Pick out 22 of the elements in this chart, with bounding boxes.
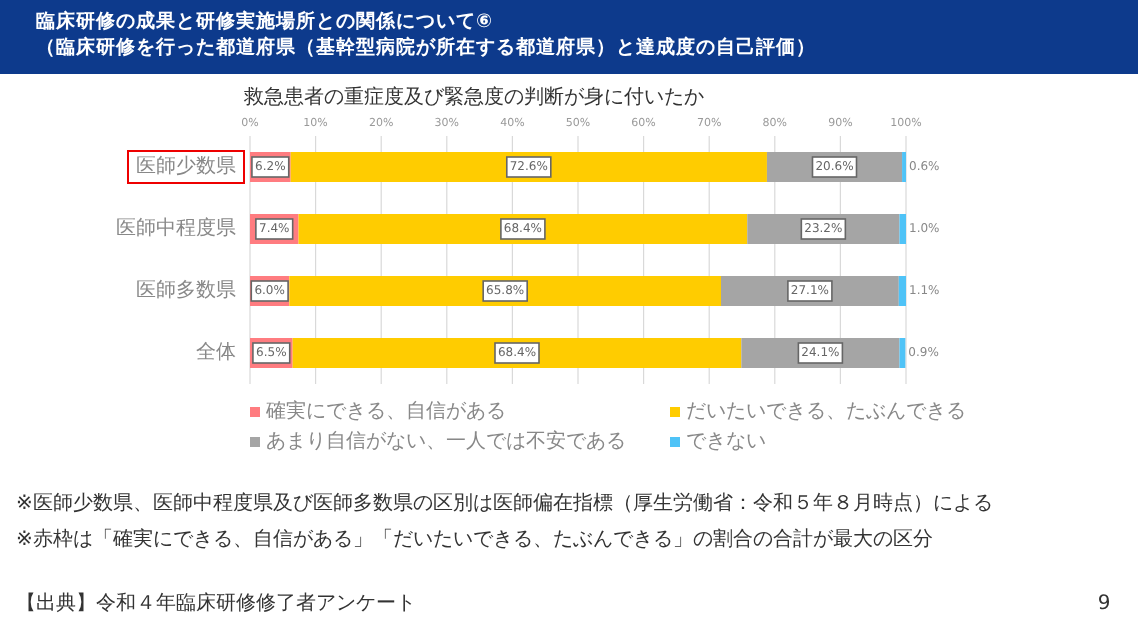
legend-label: あまり自信がない、一人では不安である (266, 429, 626, 453)
legend-label: できない (686, 431, 766, 453)
x-axis-title: 救急患者の重症度及び緊急度の判断が身に付いたか (242, 85, 704, 109)
bar (290, 152, 767, 182)
bar (298, 214, 748, 244)
bar (289, 276, 722, 306)
y-tick-label: 全体 (196, 340, 236, 364)
text: 【出典】令和４年臨床研修修了者アンケート (16, 591, 416, 615)
bar (899, 338, 906, 368)
y-tick-label: 医師中程度県 (116, 216, 236, 240)
y-tick-label: 医師多数県 (136, 278, 236, 302)
text: 9 (1097, 593, 1111, 615)
legend-label: 確実にできる、自信がある (264, 399, 506, 423)
text: ※赤枠は「確実にできる、自信がある」「だいたいできる、たぶんできる」の割合の合計が最大の区分 (16, 527, 933, 551)
bar (899, 214, 906, 244)
text: ※医師少数県、医師中程度県及び医師多数県の区別は医師偏在指標（厚生労働省：令和５年８月時点）による (16, 491, 993, 515)
chart-title: 臨床研修の成果と研修実施場所との関係について⑥ (36, 9, 493, 33)
legend-label: だいたいできる、たぶんできる (686, 401, 966, 423)
chart-subtitle: （臨床研修を行った都道府県（基幹型病院が所在する都道府県）と達成度の自己評価） (36, 35, 816, 59)
bar (292, 338, 742, 368)
y-tick-label: 医師少数県 (136, 154, 236, 178)
bar (898, 276, 906, 306)
